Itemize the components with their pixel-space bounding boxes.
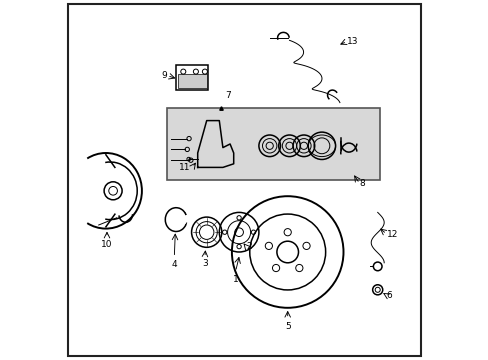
Text: 9: 9 [161,71,167,80]
Text: 10: 10 [101,240,113,249]
Text: 1: 1 [232,275,238,284]
Text: 13: 13 [346,37,358,46]
Bar [178,75,206,88]
Text: 2: 2 [246,242,251,251]
Text: 4: 4 [171,260,177,269]
Text: 11: 11 [179,163,190,172]
Text: 8: 8 [359,179,365,188]
Text: 7: 7 [225,91,231,100]
Bar [167,108,379,180]
Text: 3: 3 [202,259,207,268]
Text: 12: 12 [386,230,397,239]
Bar [176,65,208,90]
Text: 5: 5 [284,322,290,331]
Text: 6: 6 [386,291,392,300]
